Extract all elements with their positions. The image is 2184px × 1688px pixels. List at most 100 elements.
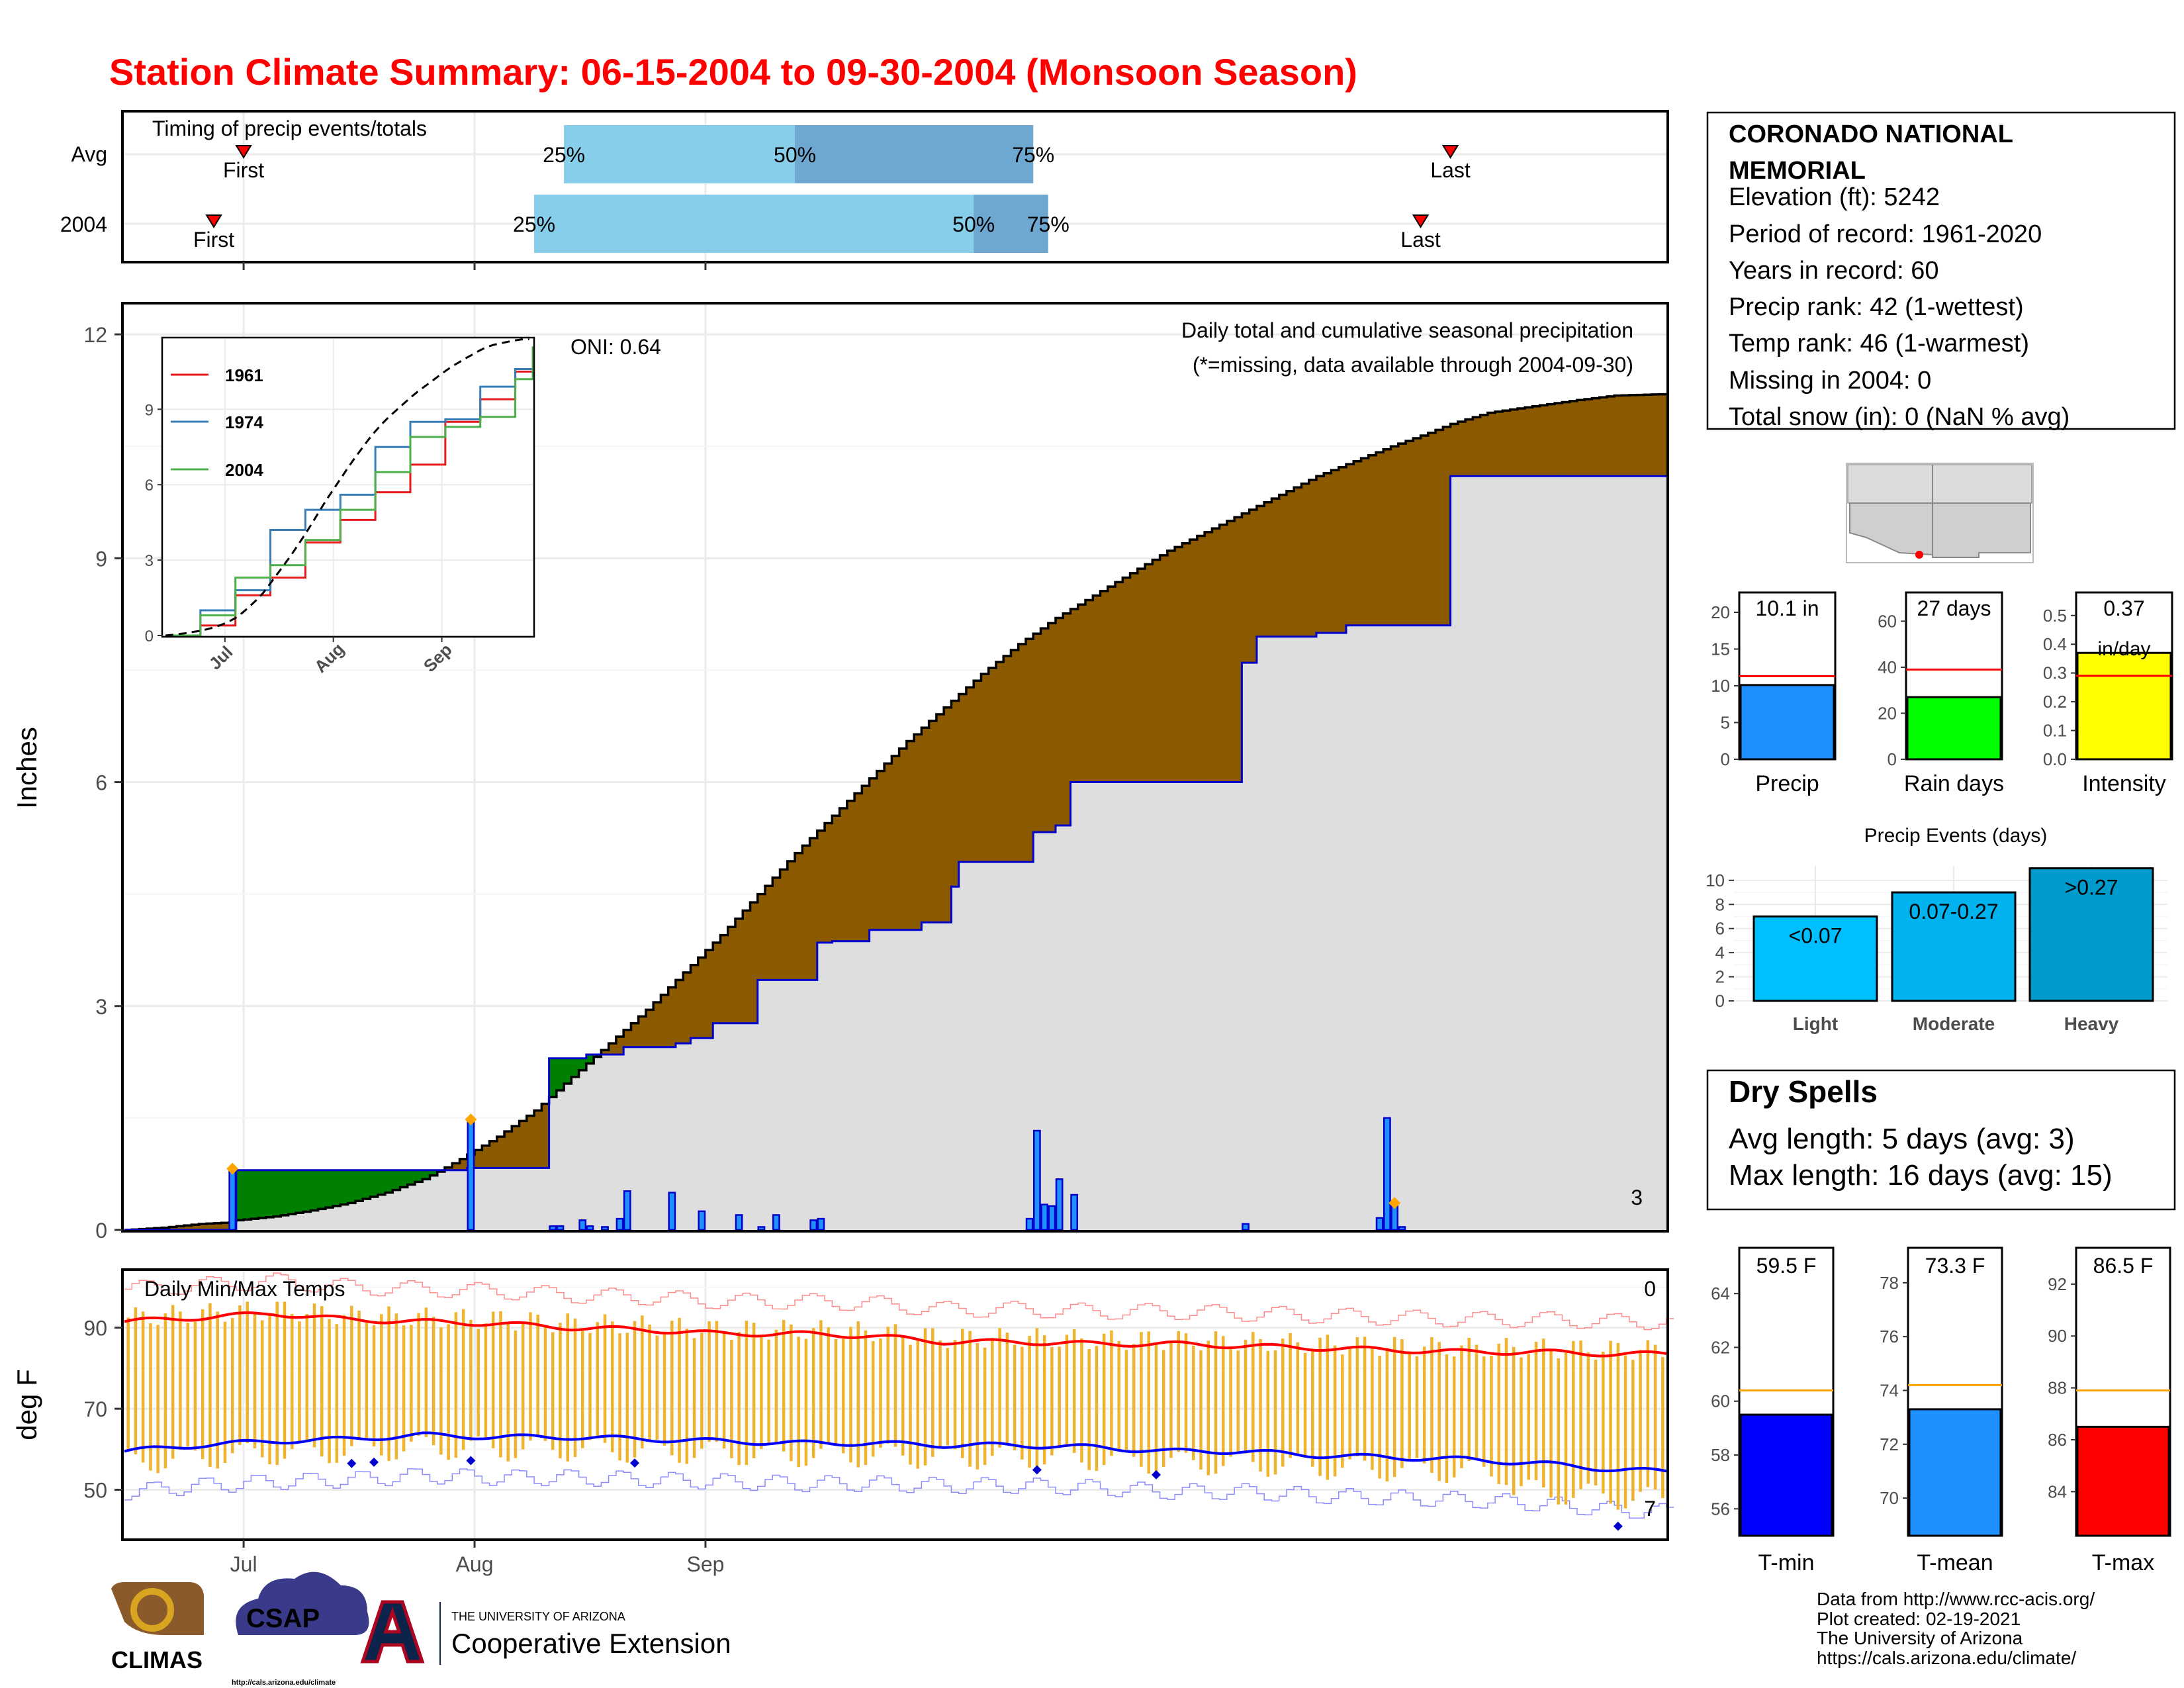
daily-precip-bar bbox=[1070, 1194, 1079, 1231]
precip-diff-fill bbox=[809, 838, 818, 980]
daily-temp-range-bar bbox=[193, 1321, 197, 1451]
precip-diff-fill bbox=[757, 894, 766, 980]
daily-temp-range-bar bbox=[1042, 1335, 1046, 1465]
precip-gray-fill bbox=[1018, 862, 1026, 1230]
daily-temp-range-bar bbox=[216, 1311, 219, 1469]
precip-diff-fill bbox=[392, 1170, 401, 1190]
precip-gray-fill bbox=[1107, 782, 1116, 1230]
precip-diff-fill bbox=[638, 1016, 647, 1047]
precip-y-axis: 0 3 6 9 12 bbox=[83, 323, 122, 1243]
precip-gray-fill bbox=[1487, 476, 1496, 1231]
avg-max-temp-line bbox=[124, 1311, 1667, 1358]
daily-temp-range-bar bbox=[1028, 1335, 1031, 1468]
daily-temp-range-bar bbox=[886, 1327, 889, 1444]
precip-gray-fill bbox=[310, 1210, 319, 1230]
precip-diff-fill bbox=[825, 823, 833, 943]
precip-gray-fill bbox=[1212, 782, 1220, 1230]
precip-gray-fill bbox=[1599, 476, 1608, 1231]
daily-temp-range-bar bbox=[834, 1338, 838, 1446]
footer-url: https://cals.arizona.edu/climate/ bbox=[1817, 1648, 2076, 1668]
inset-frame bbox=[161, 336, 535, 638]
daily-temp-range-bar bbox=[700, 1333, 704, 1449]
timing-bar-50-75 bbox=[795, 125, 1034, 183]
events-y-tick-label: 10 bbox=[1706, 870, 1725, 890]
daily-temp-range-bar bbox=[1318, 1337, 1322, 1476]
daily-temp-range-bar bbox=[1058, 1346, 1061, 1448]
precip-gray-fill bbox=[1621, 476, 1630, 1231]
events-bar-Heavy bbox=[2028, 867, 2154, 1002]
timing-first-marker bbox=[235, 145, 252, 159]
daily-temp-range-bar bbox=[1646, 1340, 1650, 1487]
precip-gray-fill bbox=[1539, 476, 1548, 1231]
precip-diff-fill bbox=[727, 927, 736, 1023]
precip-gray-fill bbox=[1249, 663, 1257, 1230]
precip-diff-fill bbox=[958, 694, 967, 863]
daily-temp-range-bar bbox=[424, 1307, 428, 1437]
precip-diff-fill bbox=[683, 972, 692, 1044]
daily-temp-range-bar bbox=[998, 1328, 1001, 1448]
temp-bar-y-tick-label: 62 bbox=[1711, 1337, 1730, 1357]
precip-gray-fill bbox=[1502, 476, 1511, 1231]
temp-bar-label-T-mean: T-mean bbox=[1917, 1550, 1993, 1575]
missing-count: Missing in 2004: 0 bbox=[1729, 367, 1931, 395]
precip-diff-fill bbox=[906, 741, 915, 930]
inset-y-tick-label: 6 bbox=[145, 477, 154, 494]
cumulative-2004-line bbox=[124, 475, 1666, 1231]
precip-diff-fill bbox=[1048, 623, 1056, 833]
temp-bar-T-mean bbox=[1908, 1408, 2002, 1537]
precip-gray-fill bbox=[683, 1043, 692, 1230]
month-axis: Jul Aug Sep bbox=[230, 1540, 724, 1576]
precip-diff-fill bbox=[1256, 506, 1265, 637]
ua-top-text: THE UNIVERSITY OF ARIZONA bbox=[451, 1610, 625, 1623]
temp-bar-value-T-min: 59.5 F bbox=[1756, 1254, 1817, 1278]
precip-gray-fill bbox=[258, 1217, 267, 1230]
precip-diff-fill bbox=[988, 668, 997, 863]
precip-gray-fill bbox=[660, 1047, 669, 1230]
precip-diff-fill bbox=[601, 1050, 610, 1055]
precip-diff-fill bbox=[1122, 577, 1131, 782]
record-max-line bbox=[124, 1272, 1674, 1331]
precip-gray-fill bbox=[921, 922, 930, 1230]
precip-diff-fill bbox=[452, 1163, 461, 1170]
precip-gray-fill bbox=[854, 941, 862, 1230]
precip-diff-fill bbox=[556, 1058, 565, 1091]
precip-gray-fill bbox=[1390, 625, 1399, 1230]
precip-diff-fill bbox=[273, 1170, 281, 1217]
precip-diff-fill bbox=[1137, 569, 1146, 782]
precip-y-tick-label: 9 bbox=[95, 547, 107, 571]
precip-gray-fill bbox=[1465, 476, 1473, 1231]
precip-diff-fill bbox=[206, 1223, 214, 1230]
precip-diff-fill bbox=[1301, 483, 1310, 637]
precip-gray-fill bbox=[1093, 782, 1101, 1230]
precip-diff-fill bbox=[675, 980, 684, 1044]
precip-diff-fill bbox=[795, 853, 803, 980]
precip-diff-fill bbox=[355, 1170, 363, 1201]
mini-y-tick-label: 0 bbox=[1888, 749, 1897, 769]
precip-gray-fill bbox=[1383, 625, 1392, 1230]
dry-spells-max: Max length: 16 days (avg: 15) bbox=[1729, 1159, 2113, 1192]
timing-bars: 25% 50% 75% First Last 25% 50% 75% First Last bbox=[193, 125, 1471, 270]
events-y-tick-label: 8 bbox=[1715, 894, 1725, 914]
legend-label-1974: 1974 bbox=[225, 412, 263, 432]
precip-diff-fill bbox=[929, 721, 937, 923]
daily-precip-bar bbox=[1032, 1129, 1041, 1231]
precip-gray-fill bbox=[1331, 633, 1340, 1230]
precip-diff-fill bbox=[981, 674, 989, 863]
precip-gray-fill bbox=[1286, 636, 1295, 1230]
precip-gray-fill bbox=[1025, 862, 1034, 1230]
precip-gray-fill bbox=[1376, 625, 1384, 1230]
precip-diff-fill bbox=[1547, 404, 1555, 477]
events-label-Heavy: Heavy bbox=[2064, 1013, 2119, 1034]
precip-diff-fill bbox=[1569, 400, 1578, 477]
daily-temp-range-bar bbox=[596, 1322, 600, 1438]
mini-y-tick-label: 40 bbox=[1878, 657, 1897, 677]
timing-pct-25: 25% bbox=[513, 212, 555, 236]
precip-gray-fill bbox=[1070, 782, 1079, 1230]
daily-temp-range-bar bbox=[1289, 1333, 1292, 1458]
daily-temp-range-bar bbox=[163, 1313, 167, 1469]
daily-temp-range-bar bbox=[611, 1321, 614, 1452]
timing-bar-50-75 bbox=[974, 195, 1048, 253]
precip-diff-fill bbox=[1502, 410, 1511, 477]
temp-bar-value-T-mean: 73.3 F bbox=[1925, 1254, 1985, 1278]
precip-gray-fill bbox=[422, 1179, 431, 1230]
